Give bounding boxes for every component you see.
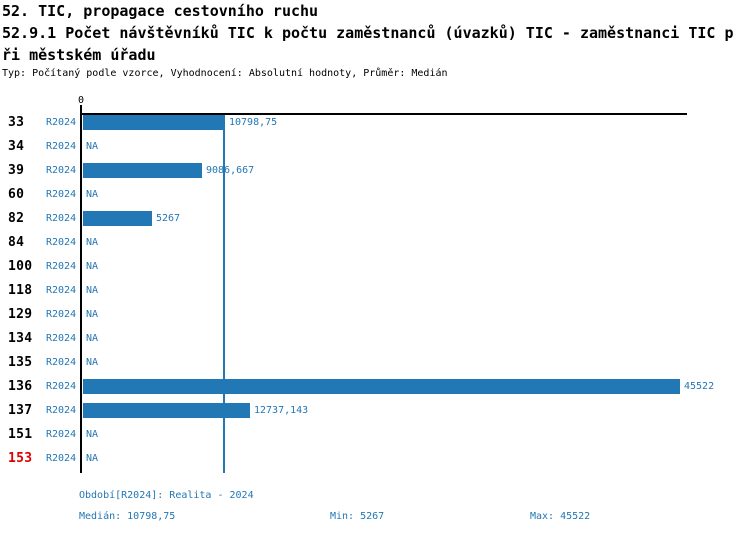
chart-row: 118 R2024 NA xyxy=(0,283,750,298)
bar-value-label: 45522 xyxy=(684,381,715,392)
chart-row: 129 R2024 NA xyxy=(0,307,750,322)
bar-value-label: 10798,75 xyxy=(229,117,278,128)
chart-row: 153 R2024 NA xyxy=(0,451,750,466)
na-value-label: NA xyxy=(86,285,99,296)
chart-row: 33 R2024 10798,75 xyxy=(0,115,750,130)
y-axis-line xyxy=(80,105,82,473)
row-category-label: 84 xyxy=(8,235,25,250)
row-category-label: 39 xyxy=(8,163,25,178)
chart-row: 34 R2024 NA xyxy=(0,139,750,154)
row-period-label: R2024 xyxy=(46,357,77,368)
bar xyxy=(83,163,202,178)
row-period-label: R2024 xyxy=(46,333,77,344)
period-label: Období[R2024]: Realita - 2024 xyxy=(79,490,254,501)
row-period-label: R2024 xyxy=(46,165,77,176)
chart-row: 137 R2024 12737,143 xyxy=(0,403,750,418)
row-period-label: R2024 xyxy=(46,285,77,296)
chart-row: 135 R2024 NA xyxy=(0,355,750,370)
row-category-label: 118 xyxy=(8,283,33,298)
chart-row: 134 R2024 NA xyxy=(0,331,750,346)
indicator-meta: Typ: Počítaný podle vzorce, Vyhodnocení:… xyxy=(2,68,448,79)
na-value-label: NA xyxy=(86,309,99,320)
x-axis-line xyxy=(80,113,687,115)
na-value-label: NA xyxy=(86,357,99,368)
bar-value-label: 12737,143 xyxy=(254,405,309,416)
chart-group-title: 52. TIC, propagace cestovního ruchu xyxy=(2,2,319,20)
max-stat: Max: 45522 xyxy=(530,511,591,522)
x-axis-zero-tick-label: 0 xyxy=(77,95,85,106)
chart-row: 39 R2024 9086,667 xyxy=(0,163,750,178)
min-stat: Min: 5267 xyxy=(330,511,385,522)
row-period-label: R2024 xyxy=(46,261,77,272)
na-value-label: NA xyxy=(86,261,99,272)
chart-row: 82 R2024 5267 xyxy=(0,211,750,226)
chart-row: 136 R2024 45522 xyxy=(0,379,750,394)
row-period-label: R2024 xyxy=(46,453,77,464)
na-value-label: NA xyxy=(86,333,99,344)
row-period-label: R2024 xyxy=(46,309,77,320)
chart-row: 84 R2024 NA xyxy=(0,235,750,250)
row-category-label: 82 xyxy=(8,211,25,226)
row-period-label: R2024 xyxy=(46,237,77,248)
row-period-label: R2024 xyxy=(46,141,77,152)
chart-row: 100 R2024 NA xyxy=(0,259,750,274)
row-period-label: R2024 xyxy=(46,189,77,200)
bar xyxy=(83,115,225,130)
row-category-label: 134 xyxy=(8,331,33,346)
bar xyxy=(83,379,680,394)
chart-row: 60 R2024 NA xyxy=(0,187,750,202)
row-category-label: 136 xyxy=(8,379,33,394)
row-period-label: R2024 xyxy=(46,405,77,416)
row-category-label: 135 xyxy=(8,355,33,370)
row-category-label: 151 xyxy=(8,427,33,442)
indicator-title-line2: ři městském úřadu xyxy=(2,46,156,64)
na-value-label: NA xyxy=(86,429,99,440)
row-category-label: 34 xyxy=(8,139,25,154)
row-category-label: 153 xyxy=(8,451,33,466)
bar xyxy=(83,211,152,226)
row-period-label: R2024 xyxy=(46,381,77,392)
row-category-label: 100 xyxy=(8,259,33,274)
row-category-label: 137 xyxy=(8,403,33,418)
bar-value-label: 9086,667 xyxy=(206,165,255,176)
row-category-label: 33 xyxy=(8,115,25,130)
bar xyxy=(83,403,250,418)
median-reference-line xyxy=(223,115,225,473)
na-value-label: NA xyxy=(86,237,99,248)
row-period-label: R2024 xyxy=(46,429,77,440)
row-period-label: R2024 xyxy=(46,117,77,128)
na-value-label: NA xyxy=(86,453,99,464)
row-category-label: 129 xyxy=(8,307,33,322)
row-category-label: 60 xyxy=(8,187,25,202)
row-period-label: R2024 xyxy=(46,213,77,224)
median-stat: Medián: 10798,75 xyxy=(79,511,176,522)
bar-value-label: 5267 xyxy=(156,213,181,224)
indicator-title-line1: 52.9.1 Počet návštěvníků TIC k počtu zam… xyxy=(2,24,734,42)
na-value-label: NA xyxy=(86,141,99,152)
na-value-label: NA xyxy=(86,189,99,200)
chart-row: 151 R2024 NA xyxy=(0,427,750,442)
